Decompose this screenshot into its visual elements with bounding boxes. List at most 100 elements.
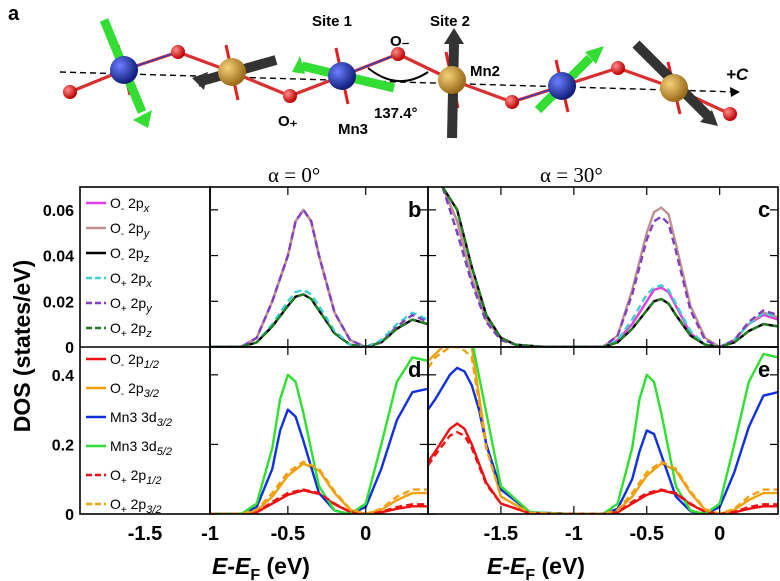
x-tick-label: -0.5 xyxy=(271,523,305,545)
series-line-e-1 xyxy=(428,347,778,514)
series-line-c-3 xyxy=(441,187,778,347)
x-title-e-right: E-E xyxy=(487,553,526,579)
angle-label: 137.4° xyxy=(374,105,418,122)
series-line-e-5 xyxy=(428,347,778,514)
mn2-label: Mn2 xyxy=(470,63,500,80)
x-title-e-left: E-E xyxy=(212,553,251,579)
heavy-atom xyxy=(218,58,246,86)
y-tick-label: 0 xyxy=(65,507,74,524)
y-tick-label: 0.06 xyxy=(43,203,74,220)
panel-frame-c xyxy=(427,186,779,348)
legend-entry: O+ 2pz xyxy=(110,320,152,340)
legend-entry: O+ 2py xyxy=(110,295,153,315)
o-atom xyxy=(63,85,77,99)
legend-entry: O- 2p3/2 xyxy=(110,380,159,400)
o-plus-label: O₊ xyxy=(278,113,298,130)
site1-label: Site 1 xyxy=(312,13,352,30)
o-atom xyxy=(283,89,297,103)
heavy-atom xyxy=(438,66,466,94)
legend-entry: O+ 2px xyxy=(110,270,152,290)
y-tick-label: 0.4 xyxy=(52,368,74,385)
series-line-e-3 xyxy=(471,347,778,514)
dos-plots: b c d e 0 0.02 0.04 0.06 0 0.2 0.4 -1.5 -1 -0.5 0 -1.5 -… xyxy=(43,186,779,545)
legend-entry: O+ 2p1/2 xyxy=(110,467,162,487)
panel-frame-e xyxy=(427,346,779,515)
series-line-c-4 xyxy=(441,187,778,347)
atoms xyxy=(63,45,737,121)
legend-entry: O- 2pz xyxy=(110,245,150,265)
y-axis-label: DOS (states/eV) xyxy=(9,260,35,433)
o-atom xyxy=(505,95,519,109)
column-title-alpha-30: α = 30° xyxy=(540,163,603,187)
y-tick-label: 0.02 xyxy=(43,294,74,311)
panel-b: b xyxy=(209,186,429,348)
x-axis-title-left: E-EF (eV) xyxy=(212,553,310,581)
x-title-unit-right: (eV) xyxy=(535,553,585,579)
heavy-atom xyxy=(660,74,688,102)
legend-frame xyxy=(79,186,211,515)
o-minus-label: O₋ xyxy=(390,33,410,50)
panel-label-c: c xyxy=(758,197,770,222)
series-line-d-5 xyxy=(210,460,428,514)
series-line-c-5 xyxy=(441,187,778,347)
legend-orbital-bottom: O- 2p1/2 O- 2p3/2 Mn3 3d3/2 Mn3 3d5/2 O+ 2p1… xyxy=(86,351,172,516)
site2-label: Site 2 xyxy=(430,13,470,30)
series-line-d-4 xyxy=(210,488,428,514)
c-axis-arrowhead xyxy=(730,87,740,97)
mn-atom xyxy=(328,62,356,90)
panel-c: c xyxy=(427,186,779,348)
panel-label-b: b xyxy=(408,197,421,222)
legend-entry: O- 2py xyxy=(110,220,151,240)
legend-entry: O+ 2p3/2 xyxy=(110,496,162,516)
series-line-b-2 xyxy=(210,293,428,347)
series-line-c-1 xyxy=(441,187,778,347)
crystal-structure-panel: a +C xyxy=(8,3,749,139)
series-line-d-3 xyxy=(210,356,428,514)
legend-entry: O- 2p1/2 xyxy=(110,351,159,371)
series-line-c-0 xyxy=(441,187,778,347)
y-tick-label: 0 xyxy=(65,340,74,357)
y-tick-label: 0.2 xyxy=(52,437,74,454)
legend-orbital-top: O- 2px O- 2py O- 2pz O+ 2px O+ 2py O+ 2pz xyxy=(86,195,153,340)
o-atom xyxy=(171,45,185,59)
column-title-alpha-0: α = 0° xyxy=(268,163,320,187)
series-line-b-5 xyxy=(210,293,428,347)
svg-text:E-EF (eV): E-EF (eV) xyxy=(487,553,585,581)
x-tick-label: -1.5 xyxy=(484,523,518,545)
y-tick-label: 0.04 xyxy=(43,249,74,266)
series-line-c-2 xyxy=(441,187,778,347)
c-axis-line xyxy=(59,71,739,93)
o-atom xyxy=(611,61,625,75)
legend-entry: Mn3 3d3/2 xyxy=(110,409,172,429)
o-atom xyxy=(391,47,405,61)
panel-frame-b xyxy=(209,186,429,348)
legend-entry: Mn3 3d5/2 xyxy=(110,438,172,458)
x-axis-title-right: E-EF (eV) xyxy=(487,553,585,581)
series-line-e-4 xyxy=(428,431,778,514)
mn-atom xyxy=(548,72,576,100)
x-tick-label: -1 xyxy=(201,523,219,545)
series-line-d-2 xyxy=(210,387,428,514)
x-title-sub-right: F xyxy=(525,567,535,581)
svg-text:E-EF (eV): E-EF (eV) xyxy=(212,553,310,581)
panel-label-d: d xyxy=(408,357,421,382)
bond-angle-arc xyxy=(367,67,429,83)
series-line-b-3 xyxy=(210,288,428,347)
x-tick-label: 0 xyxy=(360,523,371,545)
panel-label-e: e xyxy=(758,357,770,382)
x-title-unit-left: (eV) xyxy=(260,553,310,579)
series-line-b-4 xyxy=(210,208,428,347)
legend-entry: O- 2px xyxy=(110,195,150,215)
x-title-sub-left: F xyxy=(250,567,260,581)
panel-d: d xyxy=(209,346,429,515)
mn-atom xyxy=(110,56,138,84)
x-tick-label: -1 xyxy=(565,523,583,545)
mn3-label: Mn3 xyxy=(338,121,368,138)
x-tick-label: -1.5 xyxy=(128,523,162,545)
x-tick-label: -0.5 xyxy=(630,523,664,545)
panel-e: e xyxy=(427,346,779,515)
o-atom xyxy=(723,107,737,121)
series-line-e-2 xyxy=(428,366,778,514)
x-tick-label: 0 xyxy=(714,523,725,545)
